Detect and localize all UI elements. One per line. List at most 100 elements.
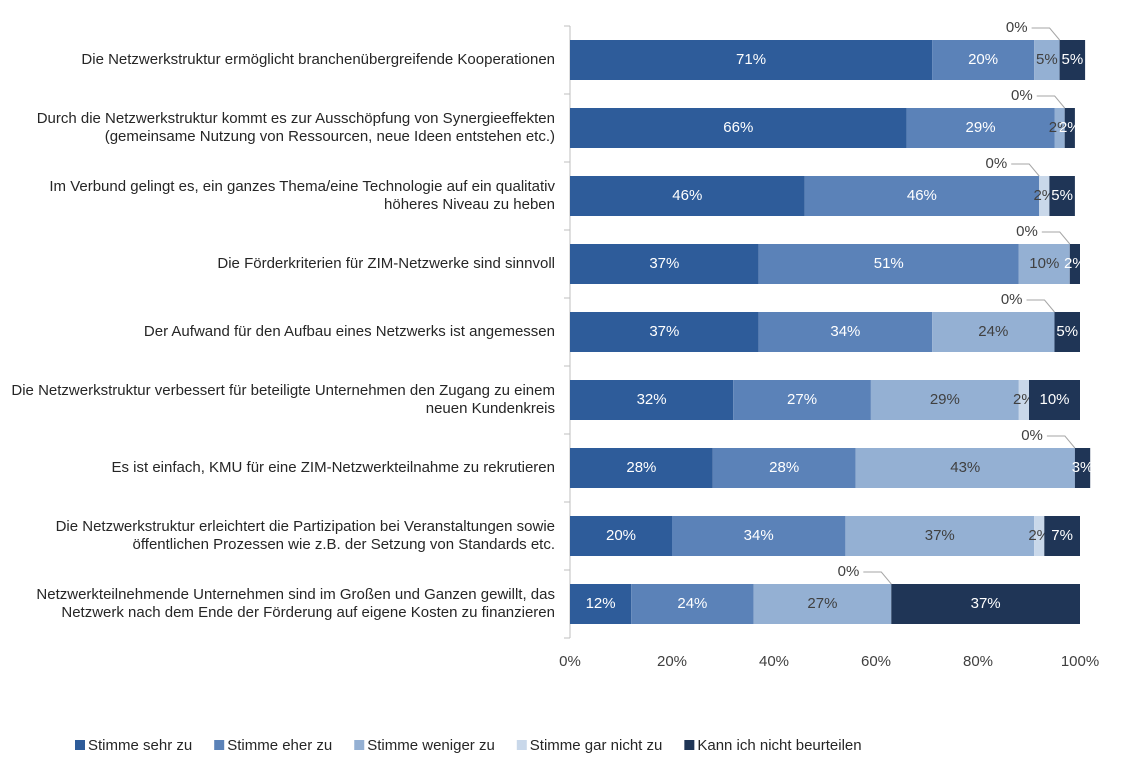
data-label: 46% xyxy=(907,187,937,204)
legend-label: Stimme weniger zu xyxy=(367,737,495,754)
bar-segment xyxy=(855,448,1075,488)
data-label: 71% xyxy=(736,51,766,68)
leader-line xyxy=(1046,435,1076,449)
x-tick-label: 100% xyxy=(1061,653,1099,670)
category-text: Im Verbund gelingt es, ein ganzes Thema/… xyxy=(49,178,555,213)
bar-segment xyxy=(932,40,1035,80)
data-label: 37% xyxy=(649,323,679,340)
bar-segment xyxy=(570,40,933,80)
data-label: 37% xyxy=(925,527,955,544)
bar-segment xyxy=(570,312,759,352)
data-label: 29% xyxy=(930,391,960,408)
x-tick-label: 80% xyxy=(963,653,993,670)
leader-line xyxy=(863,571,892,585)
bar-segment xyxy=(570,448,713,488)
category-label: Netzwerkteilnehmende Unternehmen sind im… xyxy=(0,570,555,638)
data-label: 27% xyxy=(807,595,837,612)
data-label: 27% xyxy=(787,391,817,408)
bar-segment xyxy=(570,108,907,148)
legend-label: Stimme gar nicht zu xyxy=(530,737,663,754)
category-label: Der Aufwand für den Aufbau eines Netzwer… xyxy=(0,298,555,366)
x-tick-label: 20% xyxy=(657,653,687,670)
bar-segment xyxy=(1069,244,1080,284)
data-label: 5% xyxy=(1062,51,1084,68)
bar-segment xyxy=(870,380,1019,420)
data-label: 10% xyxy=(1039,391,1069,408)
data-label: 28% xyxy=(626,459,656,476)
data-label: 0% xyxy=(986,155,1008,172)
data-label: 29% xyxy=(966,119,996,136)
data-label: 43% xyxy=(950,459,980,476)
category-text: Die Netzwerkstruktur verbessert für bete… xyxy=(11,382,555,417)
bar-segment xyxy=(1064,108,1075,148)
bar-segment xyxy=(932,312,1055,352)
data-label: 5% xyxy=(1036,51,1058,68)
legend-label: Stimme sehr zu xyxy=(88,737,192,754)
leader-line xyxy=(1026,299,1055,313)
data-label: 3% xyxy=(1072,459,1094,476)
bar-segment xyxy=(1034,516,1045,556)
bar-segment xyxy=(570,380,734,420)
data-label: 34% xyxy=(830,323,860,340)
x-tick-label: 40% xyxy=(759,653,789,670)
bar-segment xyxy=(570,244,759,284)
bar-segment xyxy=(1054,108,1065,148)
data-label: 2% xyxy=(1064,255,1086,272)
data-label: 24% xyxy=(978,323,1008,340)
legend-label: Stimme eher zu xyxy=(227,737,332,754)
bar-segment xyxy=(1029,380,1080,420)
x-tick-label: 0% xyxy=(559,653,581,670)
bar-segment xyxy=(1054,312,1080,352)
category-text: Die Förderkriterien für ZIM-Netzwerke si… xyxy=(217,255,555,272)
category-text: Der Aufwand für den Aufbau eines Netzwer… xyxy=(143,323,555,340)
bar-segment xyxy=(758,312,933,352)
legend-swatch xyxy=(516,740,527,750)
category-label: Durch die Netzwerkstruktur kommt es zur … xyxy=(0,94,555,162)
category-text: Netzwerkteilnehmende Unternehmen sind im… xyxy=(36,586,555,621)
data-label: 0% xyxy=(1016,223,1038,240)
data-label: 28% xyxy=(769,459,799,476)
data-label: 0% xyxy=(1021,427,1043,444)
bar-segment xyxy=(1074,448,1091,488)
data-label: 12% xyxy=(586,595,616,612)
bar-segment xyxy=(712,448,856,488)
data-label: 66% xyxy=(723,119,753,136)
bar-segment xyxy=(1044,516,1080,556)
data-label: 46% xyxy=(672,187,702,204)
legend-swatch xyxy=(354,740,365,750)
bar-segment xyxy=(1018,380,1029,420)
bar-segment xyxy=(1034,40,1060,80)
data-label: 37% xyxy=(649,255,679,272)
legend-swatch xyxy=(684,740,695,750)
category-text: Die Netzwerkstruktur ermöglicht branchen… xyxy=(81,51,555,68)
x-tick-label: 60% xyxy=(861,653,891,670)
bar-segment xyxy=(1049,176,1075,216)
data-label: 2% xyxy=(1059,119,1081,136)
bar-segment xyxy=(758,244,1019,284)
leader-line xyxy=(1036,95,1066,109)
bar-segment xyxy=(753,584,892,624)
data-label: 51% xyxy=(874,255,904,272)
category-text: Die Netzwerkstruktur erleichtert die Par… xyxy=(55,518,555,553)
data-label: 0% xyxy=(1006,19,1028,36)
bar-segment xyxy=(804,176,1040,216)
legend-swatch xyxy=(214,740,225,750)
category-label: Im Verbund gelingt es, ein ganzes Thema/… xyxy=(0,162,555,230)
bar-segment xyxy=(891,584,1080,624)
category-label: Die Netzwerkstruktur erleichtert die Par… xyxy=(0,502,555,570)
data-label: 0% xyxy=(838,563,860,580)
data-label: 0% xyxy=(1001,291,1023,308)
legend-label: Kann ich nicht beurteilen xyxy=(697,737,861,754)
data-label: 5% xyxy=(1056,323,1078,340)
leader-line xyxy=(1041,231,1071,245)
category-label: Die Netzwerkstruktur ermöglicht branchen… xyxy=(0,26,555,94)
data-label: 24% xyxy=(677,595,707,612)
category-label: Die Netzwerkstruktur verbessert für bete… xyxy=(0,366,555,434)
bar-segment xyxy=(570,584,632,624)
category-text: Durch die Netzwerkstruktur kommt es zur … xyxy=(36,110,555,145)
data-label: 34% xyxy=(744,527,774,544)
data-label: 32% xyxy=(637,391,667,408)
bar-segment xyxy=(631,584,754,624)
